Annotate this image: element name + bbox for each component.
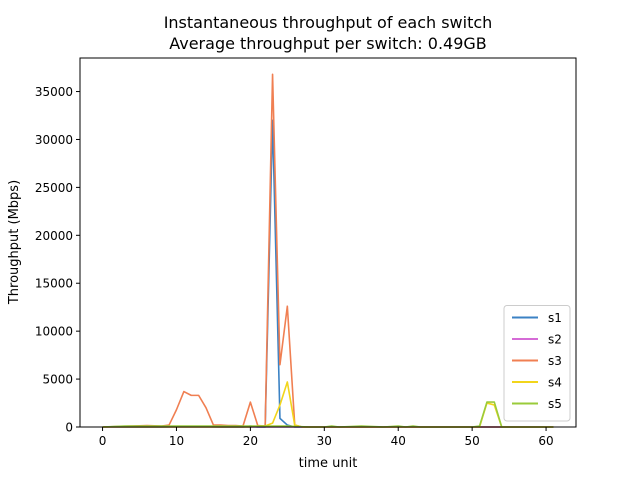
x-tick-label: 0	[99, 434, 107, 448]
y-axis-label: Throughput (Mbps)	[7, 180, 22, 305]
series-lines	[102, 73, 554, 428]
y-tick-label: 30000	[35, 133, 73, 147]
x-axis-label: time unit	[299, 456, 358, 471]
legend-label-s5: s5	[548, 397, 562, 411]
y-tick-label: 35000	[35, 85, 73, 99]
y-tick-label: 25000	[35, 181, 73, 195]
series-line-s3	[102, 73, 554, 428]
legend-label-s1: s1	[548, 311, 562, 325]
legend: s1 s2 s3 s4 s5	[503, 305, 571, 422]
x-axis: 0 10 20 30 40 50 60	[99, 427, 554, 448]
x-tick-label: 20	[243, 434, 258, 448]
y-tick-label: 20000	[35, 229, 73, 243]
series-line-s1	[102, 119, 554, 428]
legend-box	[503, 305, 571, 422]
chart-subtitle: Average throughput per switch: 0.49GB	[169, 34, 487, 53]
x-tick-label: 30	[317, 434, 332, 448]
y-tick-label: 15000	[35, 277, 73, 291]
plot-frame	[79, 57, 577, 428]
x-tick-label: 60	[538, 434, 553, 448]
y-tick-label: 0	[65, 421, 73, 435]
legend-label-s3: s3	[548, 354, 562, 368]
y-axis: 0 5000 10000 15000 20000 25000 30000 35000	[35, 85, 80, 435]
x-tick-label: 40	[391, 434, 406, 448]
legend-label-s2: s2	[548, 333, 562, 347]
chart-title: Instantaneous throughput of each switch	[164, 13, 493, 32]
y-tick-label: 10000	[35, 325, 73, 339]
x-tick-label: 50	[465, 434, 480, 448]
x-tick-label: 10	[169, 434, 184, 448]
y-tick-label: 5000	[42, 373, 73, 387]
legend-label-s4: s4	[548, 376, 562, 390]
